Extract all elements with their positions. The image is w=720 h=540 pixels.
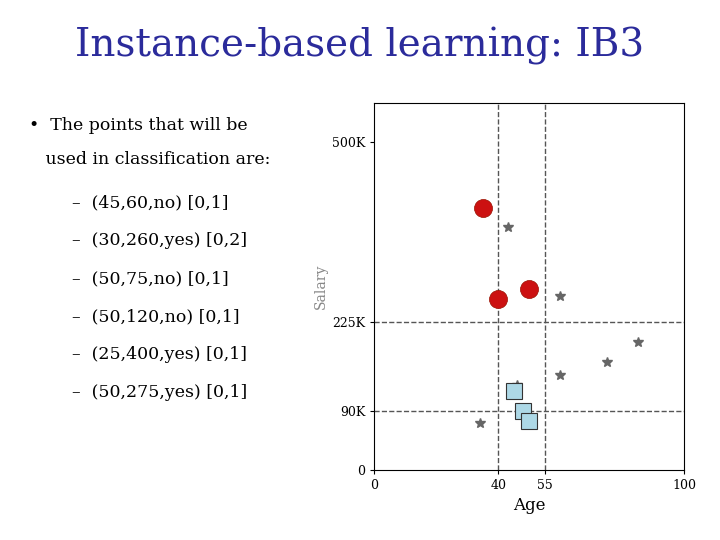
Text: –  (45,60,no) [0,1]: – (45,60,no) [0,1]: [72, 194, 228, 211]
Y-axis label: Salary: Salary: [314, 264, 328, 309]
Text: –  (50,120,no) [0,1]: – (50,120,no) [0,1]: [72, 308, 240, 326]
Text: –  (50,75,no) [0,1]: – (50,75,no) [0,1]: [72, 271, 229, 287]
Text: –  (30,260,yes) [0,2]: – (30,260,yes) [0,2]: [72, 232, 247, 249]
Text: –  (25,400,yes) [0,1]: – (25,400,yes) [0,1]: [72, 347, 247, 363]
Text: –  (50,275,yes) [0,1]: – (50,275,yes) [0,1]: [72, 384, 247, 401]
Text: used in classification are:: used in classification are:: [29, 151, 270, 168]
X-axis label: Age: Age: [513, 497, 546, 515]
Text: Instance-based learning: IB3: Instance-based learning: IB3: [76, 27, 644, 65]
Text: •  The points that will be: • The points that will be: [29, 117, 248, 133]
